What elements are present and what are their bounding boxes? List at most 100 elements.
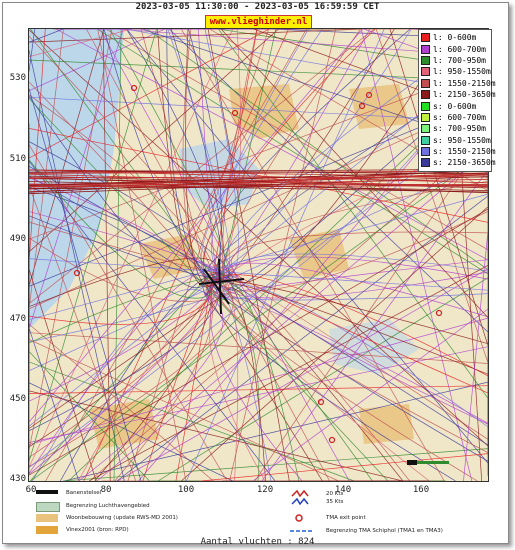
flight-track (188, 29, 223, 296)
flight-track (229, 29, 337, 481)
flight-track (29, 346, 488, 443)
flight-track (222, 268, 488, 454)
flight-track (207, 29, 290, 481)
flight-track (29, 160, 276, 481)
legend-label: s: 2150-3650m (433, 158, 496, 168)
legend-label: s: 1550-2150m (433, 147, 496, 157)
runway-label: Banenstelsel (66, 490, 102, 496)
flight-track (200, 29, 323, 278)
flight-track (29, 95, 206, 288)
flight-track (29, 339, 339, 481)
flight-track (29, 29, 234, 468)
map-canvas (29, 29, 488, 481)
flight-track (166, 29, 231, 283)
flight-track (222, 180, 488, 276)
legend-label: s: 0-600m (433, 101, 477, 111)
flight-track (29, 317, 488, 445)
flight-track (45, 29, 307, 481)
flight-track (142, 290, 212, 481)
legend-label: l: 950-1550m (433, 67, 491, 77)
legend-label: l: 0-600m (433, 33, 477, 43)
legend-swatch (421, 101, 430, 111)
urban-area (359, 404, 414, 444)
legend-swatch (421, 78, 430, 88)
legend-swatch (421, 67, 430, 77)
wind-icon (291, 489, 309, 506)
flight-track (29, 176, 488, 179)
legend-swatch (421, 135, 430, 145)
legend-row: s: 1550-2150m (421, 146, 496, 157)
legend-row: l: 0-600m (421, 32, 489, 43)
flight-track (29, 88, 142, 481)
flight-track (29, 29, 488, 447)
altitude-legend: l: 0-600m l: 600-700m l: 700-950m l: 950… (418, 29, 496, 172)
x-tick-100: 100 (177, 485, 195, 495)
legend-row: l: 600-700m (421, 43, 489, 54)
flight-track (29, 193, 488, 321)
flight-track (29, 29, 36, 72)
runway-system (198, 258, 245, 315)
vinex-swatch (36, 526, 58, 534)
flight-track (29, 29, 113, 451)
x-tick-120: 120 (256, 485, 274, 495)
legend-row: s: 950-1550m (421, 135, 491, 146)
flight-track (218, 29, 488, 399)
legend-row: s: 700-950m (421, 123, 489, 134)
legend-swatch (421, 44, 430, 54)
flight-track (215, 29, 241, 278)
flight-track (29, 332, 488, 364)
flight-track (140, 29, 208, 296)
legend-label: l: 600-700m (433, 44, 486, 54)
x-tick-80: 80 (100, 485, 112, 495)
legend-row: l: 950-1550m (421, 66, 491, 77)
flight-track (29, 257, 219, 308)
flight-track (204, 291, 323, 481)
flight-track (30, 278, 208, 481)
flight-track (207, 29, 412, 270)
wind-35-label: 35 Kts (326, 499, 344, 505)
legend-swatch (421, 55, 430, 65)
flight-track (88, 264, 488, 481)
flight-track (227, 287, 404, 481)
flight-track (230, 283, 488, 375)
y-tick-530: 530 (9, 73, 26, 83)
flight-track (209, 291, 266, 481)
legend-label: s: 700-950m (433, 124, 486, 134)
flight-track (29, 29, 105, 286)
tma-boundary-label: Begrenzing TMA Schiphol (TMA1 en TMA3) (326, 528, 443, 534)
flight-track (200, 453, 488, 481)
legend-row: l: 1550-2150m (421, 78, 496, 89)
flight-track (64, 381, 488, 481)
x-tick-160: 160 (412, 485, 430, 495)
urban-area (349, 84, 409, 129)
housing-swatch (36, 514, 58, 522)
flight-track (29, 177, 233, 284)
flight-track (114, 287, 213, 481)
flight-track (29, 169, 488, 178)
flight-track (59, 273, 230, 481)
flight-track (29, 29, 64, 310)
flight-track (127, 29, 269, 481)
tma-exit-icon (295, 514, 303, 522)
flight-track (29, 237, 232, 302)
flight-track-map[interactable] (28, 28, 489, 482)
x-tick-60: 60 (25, 485, 37, 495)
flight-tracks (29, 29, 488, 481)
flight-track (29, 29, 46, 264)
legend-swatch (421, 158, 430, 168)
flight-track (29, 29, 375, 304)
legend-label: l: 2150-3650m (433, 90, 496, 100)
flight-track (181, 206, 488, 481)
flight-track (29, 29, 166, 92)
flight-track (29, 29, 132, 58)
flight-track (29, 185, 137, 481)
flight-track (210, 211, 488, 292)
flight-track (29, 128, 488, 223)
flight-track (29, 35, 231, 286)
flight-track (252, 308, 488, 481)
flight-track (29, 215, 230, 279)
flight-track (29, 208, 488, 476)
legend-label: l: 1550-2150m (433, 78, 496, 88)
airport-boundary-swatch (36, 502, 60, 512)
legend-row: s: 0-600m (421, 100, 489, 111)
